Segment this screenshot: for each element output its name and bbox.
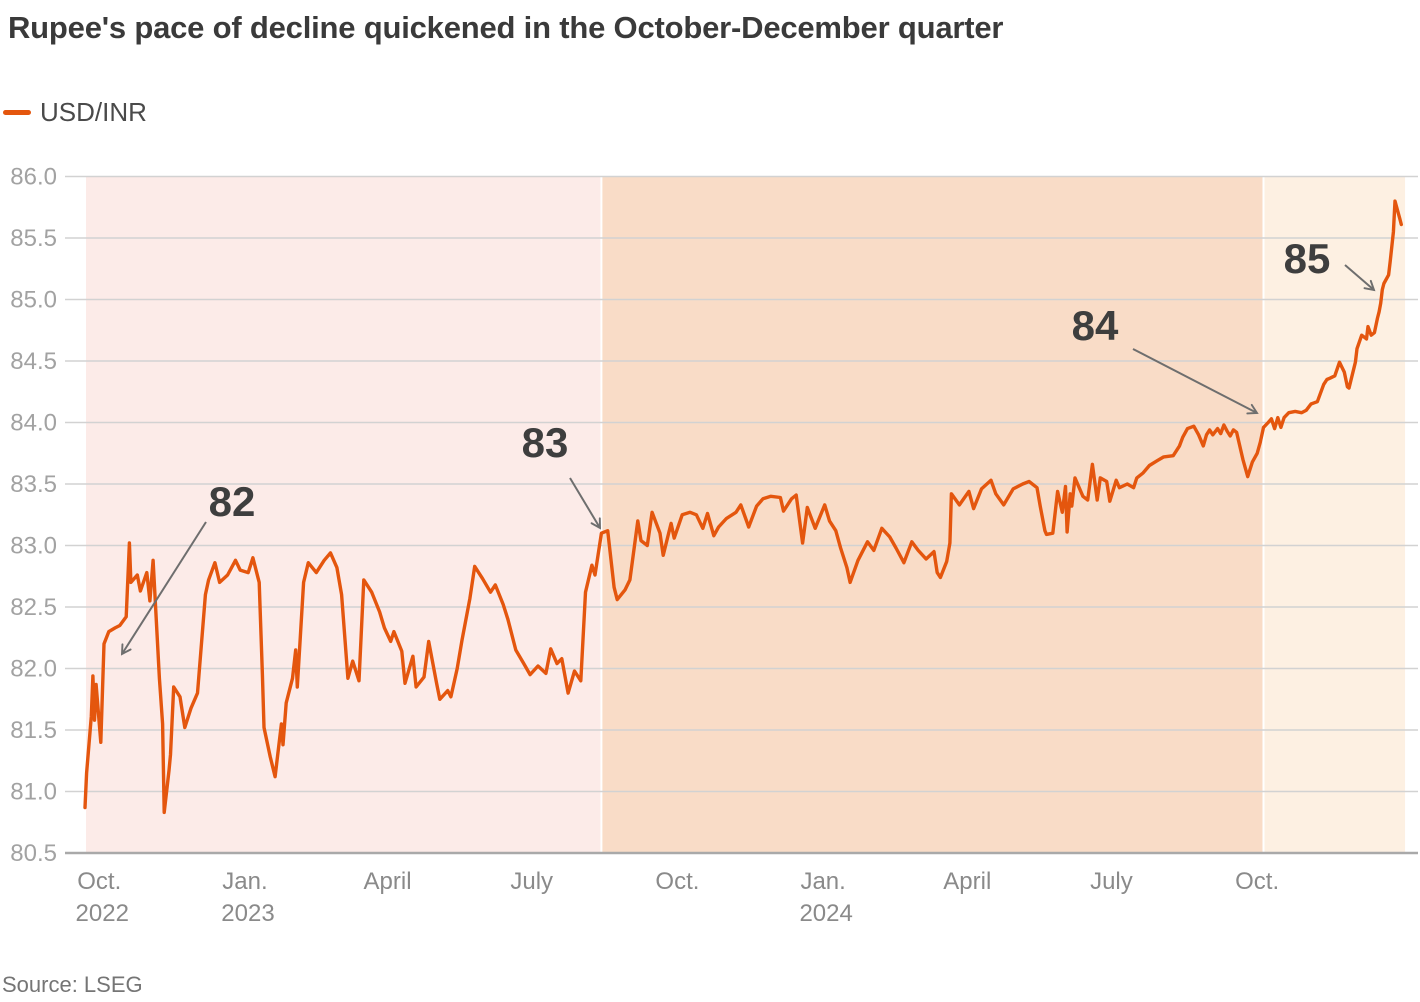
legend-line-swatch: [3, 109, 31, 115]
period-bands: [86, 176, 1406, 852]
x-tick-label: Jan.: [222, 868, 267, 895]
y-tick-label: 85.0: [10, 287, 57, 314]
annotation-arrow: [1344, 264, 1376, 292]
y-tick-label: 82.0: [10, 656, 57, 683]
x-tick-year-label: 2022: [76, 900, 129, 927]
x-tick-label: July: [1090, 868, 1133, 895]
x-tick-year-label: 2024: [799, 900, 852, 927]
price-line: [83, 199, 1403, 815]
series-lines: [83, 199, 1403, 815]
annotation-label: 85: [1284, 235, 1331, 282]
plot-band: [602, 176, 1263, 852]
x-tick-year-label: 2023: [221, 900, 274, 927]
x-tick-label: Jan.: [800, 868, 845, 895]
y-tick-label: 84.0: [10, 410, 57, 437]
annotation-label: 82: [209, 478, 256, 525]
y-tick-label: 82.5: [10, 594, 57, 621]
x-tick-label: April: [364, 868, 412, 895]
legend-label: USD/INR: [40, 96, 147, 127]
x-tick-label: Oct.: [655, 868, 699, 895]
y-tick-label: 84.5: [10, 348, 57, 375]
x-tick-label: Oct.: [1235, 868, 1279, 895]
chart-title: Rupee's pace of decline quickened in the…: [8, 10, 1004, 45]
annotation-arrow: [569, 477, 601, 530]
annotation-arrow: [1132, 348, 1259, 415]
x-axis: Oct. 2022 Jan. 2023 April July Oct. Jan. 2024 Apr…: [76, 868, 1280, 927]
x-tick-label: Oct.: [77, 868, 121, 895]
annotation-label: 84: [1072, 302, 1119, 349]
x-tick-label: July: [510, 868, 553, 895]
y-axis: 86.0 85.5 85.0 84.5 84.0 83.5 83.0 82.5 82.0 81.5…: [10, 164, 57, 868]
y-tick-label: 83.0: [10, 533, 57, 560]
y-tick-label: 85.5: [10, 225, 57, 252]
y-tick-label: 81.5: [10, 717, 57, 744]
gridlines: [65, 175, 1418, 855]
source-note: Source: LSEG: [2, 972, 143, 997]
annotations: 82 83 84 85: [120, 235, 1376, 656]
annotation-label: 83: [522, 419, 569, 466]
y-tick-label: 80.5: [10, 840, 57, 867]
legend: USD/INR: [3, 97, 147, 127]
x-tick-label: April: [943, 868, 991, 895]
y-tick-label: 83.5: [10, 471, 57, 498]
y-tick-label: 81.0: [10, 779, 57, 806]
annotation-arrow: [120, 521, 207, 656]
y-tick-label: 86.0: [10, 164, 57, 191]
